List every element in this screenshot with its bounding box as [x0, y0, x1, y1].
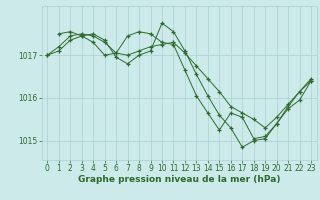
X-axis label: Graphe pression niveau de la mer (hPa): Graphe pression niveau de la mer (hPa) [78, 175, 280, 184]
